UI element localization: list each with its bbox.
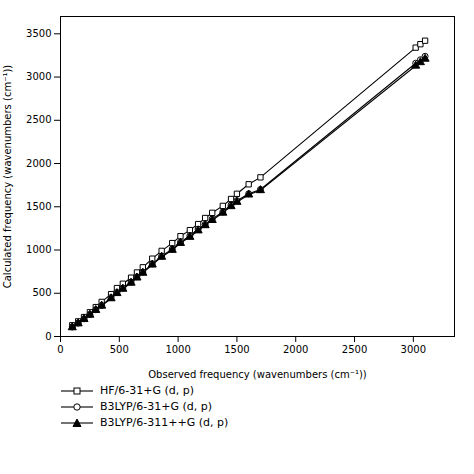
svg-text:Calculated frequency (wavenumb: Calculated frequency (wavenumbers (cm⁻¹)… xyxy=(2,65,13,289)
svg-text:Observed frequency (wavenumber: Observed frequency (wavenumbers (cm⁻¹)) xyxy=(148,369,367,380)
svg-text:1500: 1500 xyxy=(26,201,51,212)
svg-text:2500: 2500 xyxy=(342,344,367,355)
svg-text:3500: 3500 xyxy=(26,28,51,39)
svg-text:3000: 3000 xyxy=(26,71,51,82)
svg-text:1000: 1000 xyxy=(26,244,51,255)
html-text:B3LYP/6-311++G (d, p): B3LYP/6-311++G (d, p) xyxy=(100,416,229,429)
svg-text:500: 500 xyxy=(110,344,129,355)
svg-text:1000: 1000 xyxy=(165,344,190,355)
html-text:B3LYP/6-31+G (d, p): B3LYP/6-31+G (d, p) xyxy=(100,400,212,413)
svg-text:2000: 2000 xyxy=(283,344,308,355)
svg-text:0: 0 xyxy=(57,344,63,355)
svg-text:3000: 3000 xyxy=(401,344,426,355)
html-text:HF/6-31+G (d, p): HF/6-31+G (d, p) xyxy=(100,384,195,397)
svg-text:1500: 1500 xyxy=(224,344,249,355)
svg-text:0: 0 xyxy=(45,331,51,342)
svg-text:2000: 2000 xyxy=(26,158,51,169)
svg-text:2500: 2500 xyxy=(26,114,51,125)
svg-text:500: 500 xyxy=(32,287,51,298)
